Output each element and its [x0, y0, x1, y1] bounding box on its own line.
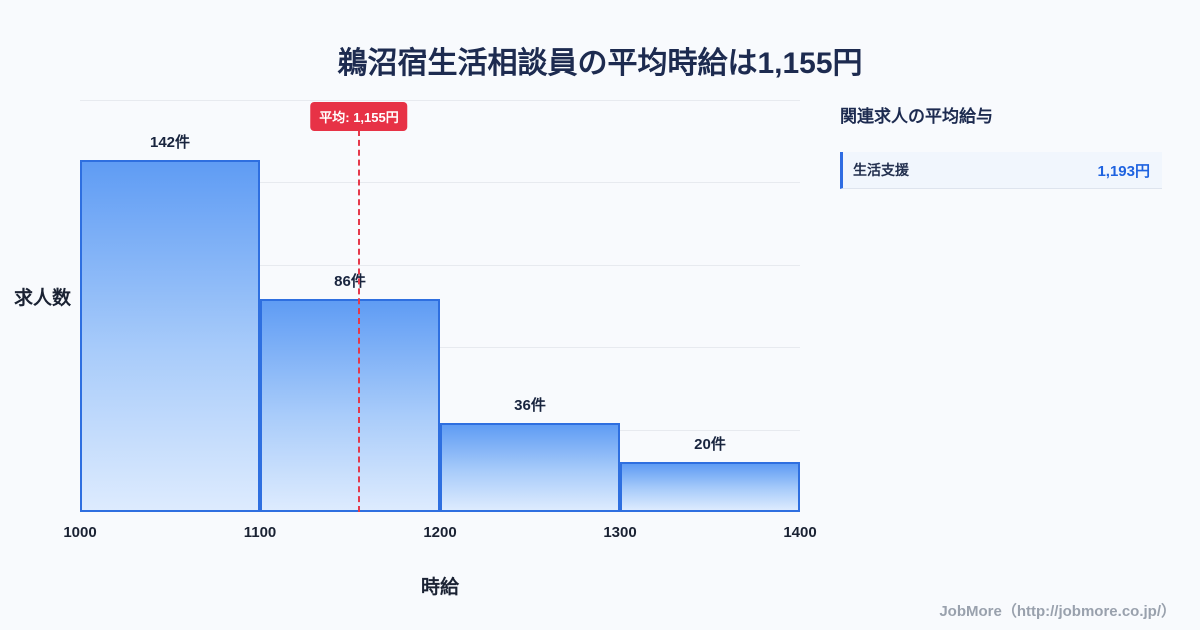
bar-1200-1300 [440, 422, 620, 512]
bar-chart: 142件 86件 36件 20件 平均: 1,155円 [80, 100, 800, 512]
bar-value-label: 86件 [334, 272, 366, 290]
average-line [358, 130, 360, 512]
bar-1000-1100 [80, 159, 260, 512]
side-panel: 関連求人の平均給与 生活支援 1,193円 [840, 102, 1162, 189]
x-tick-1200: 1200 [423, 524, 457, 541]
related-job-label: 生活支援 [853, 162, 909, 178]
bar-1100-1200 [260, 298, 440, 512]
x-tick-1400: 1400 [783, 524, 817, 541]
related-job-value: 1,193円 [1097, 162, 1150, 180]
bar-value-label: 142件 [149, 133, 191, 151]
x-tick-1100: 1100 [243, 524, 277, 541]
gridline [80, 182, 800, 184]
y-axis-label: 求人数 [14, 288, 72, 309]
gridline [80, 100, 800, 101]
x-axis-label: 時給 [420, 577, 459, 598]
bar-1300-1400 [620, 462, 800, 512]
page-title: 鵜沼宿生活相談員の平均時給は1,155円 [337, 47, 863, 80]
side-panel-heading: 関連求人の平均給与 [840, 107, 993, 126]
x-axis-ticks: 1000 1100 1200 1300 1400 [63, 524, 816, 544]
x-tick-1300: 1300 [603, 524, 637, 541]
x-tick-1000: 1000 [63, 524, 97, 541]
bar-value-label: 20件 [694, 436, 726, 454]
gridline [80, 264, 800, 266]
gridline [80, 347, 800, 349]
related-job-row: 生活支援 1,193円 [840, 152, 1162, 189]
footer-credit: JobMore（http://jobmore.co.jp/） [939, 603, 1176, 620]
average-badge: 平均: 1,155円 [310, 102, 408, 131]
side-panel-items: 生活支援 1,193円 [840, 152, 1162, 189]
bar-value-label: 36件 [514, 396, 546, 414]
